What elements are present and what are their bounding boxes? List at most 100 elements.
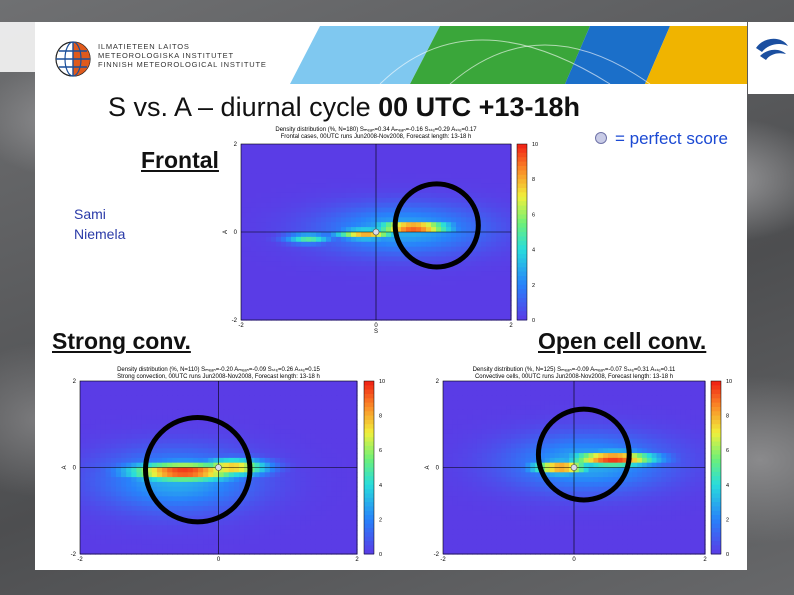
heatmap-cell [607, 409, 614, 416]
heatmap-cell [246, 173, 252, 179]
heatmap-cell [588, 395, 595, 401]
heatmap-cell [151, 525, 158, 531]
heatmap-cell [146, 414, 153, 421]
heatmap-cell [110, 496, 117, 502]
heatmap-cell [172, 539, 179, 545]
panel-label-frontal: Frontal [141, 147, 219, 173]
heatmap-cell [187, 457, 194, 464]
heatmap-cell [326, 443, 332, 449]
heatmap-cell [486, 457, 493, 464]
heatmap-cell [131, 510, 138, 517]
heatmap-cell [496, 419, 502, 425]
heatmap-cell [506, 414, 512, 421]
heatmap-cell [426, 266, 432, 272]
heatmap-cell [466, 158, 472, 165]
heatmap-cell [588, 424, 595, 430]
heatmap-cell [266, 212, 272, 218]
heatmap-cell [386, 188, 392, 194]
heatmap-cell [156, 472, 163, 478]
heatmap-cell [228, 433, 235, 440]
heatmap-cell [685, 457, 692, 464]
heatmap-cell [285, 433, 291, 440]
heatmap-cell [213, 467, 220, 473]
heatmap-cell [259, 405, 266, 411]
heatmap-cell [525, 424, 531, 430]
heatmap-cell [131, 462, 138, 469]
heatmap-cell [259, 491, 266, 497]
heatmap-cell [85, 486, 91, 493]
heatmap-cell [583, 381, 590, 387]
heatmap-cell [295, 381, 302, 387]
heatmap-cell [456, 300, 462, 306]
heatmap-cell [416, 300, 422, 306]
heatmap-cell [105, 549, 112, 555]
heatmap-cell [491, 188, 497, 194]
heatmap-cell [574, 385, 580, 392]
heatmap-cell [436, 315, 442, 321]
heatmap-cell [192, 429, 199, 435]
heatmap-cell [501, 188, 507, 194]
heatmap-cell [535, 400, 541, 406]
heatmap-cell [105, 529, 112, 536]
heatmap-cell [305, 539, 312, 545]
heatmap-cell [271, 197, 277, 204]
heatmap-cell [346, 241, 352, 248]
heatmap-cell [671, 400, 677, 406]
heatmap-cell [472, 409, 478, 416]
colorbar-tick-label: 0 [379, 552, 382, 558]
heatmap-cell [401, 290, 407, 297]
heatmap-cell [680, 453, 687, 459]
heatmap-cell [376, 153, 382, 160]
heatmap-cell [121, 491, 127, 497]
colorbar-segment [364, 528, 374, 533]
heatmap-cell [295, 438, 302, 445]
heatmap-cell [466, 178, 472, 184]
heatmap-cell [285, 405, 291, 411]
heatmap-cell [300, 419, 307, 425]
heatmap-cell [316, 290, 322, 297]
heatmap-cell [305, 529, 312, 536]
heatmap-cell [310, 448, 317, 454]
heatmap-cell [306, 192, 312, 199]
heatmap-cell [310, 496, 317, 502]
heatmap-cell [85, 443, 91, 449]
heatmap-cell [296, 241, 302, 248]
heatmap-cell [456, 144, 462, 150]
heatmap-cell [326, 148, 332, 155]
heatmap-cell [476, 251, 482, 258]
heatmap-cell [269, 515, 276, 521]
heatmap-cell [261, 256, 267, 262]
heatmap-cell [671, 433, 677, 440]
heatmap-cell [680, 429, 687, 435]
colorbar-segment [364, 445, 374, 451]
heatmap-cell [366, 232, 372, 238]
heatmap-cell [346, 158, 352, 165]
colorbar-segment [517, 232, 527, 237]
heatmap-cell [675, 448, 682, 454]
heatmap-cell [336, 178, 342, 184]
heatmap-cell [341, 315, 347, 321]
heatmap-cell [462, 409, 468, 416]
heatmap-cell [515, 429, 522, 435]
heatmap-cell [90, 486, 96, 493]
heatmap-cell [156, 453, 163, 459]
heatmap-cell [451, 300, 457, 306]
heatmap-cell [239, 429, 245, 435]
heatmap-cell [251, 290, 257, 297]
heatmap-cell [187, 525, 194, 531]
heatmap-cell [656, 419, 662, 425]
heatmap-cell [501, 285, 507, 292]
heatmap-cell [351, 481, 358, 488]
heatmap-cell [239, 549, 245, 555]
heatmap-cell [296, 168, 302, 174]
heatmap-cell [316, 315, 322, 321]
heatmap-cell [291, 246, 297, 253]
heatmap-cell [598, 405, 604, 411]
heatmap-cell [233, 529, 240, 536]
heatmap-cell [151, 467, 158, 473]
heatmap-cell [486, 197, 492, 204]
heatmap-cell [321, 443, 327, 449]
heatmap-cell [447, 457, 454, 464]
heatmap-cell [167, 409, 173, 416]
heatmap-cell [366, 310, 372, 316]
